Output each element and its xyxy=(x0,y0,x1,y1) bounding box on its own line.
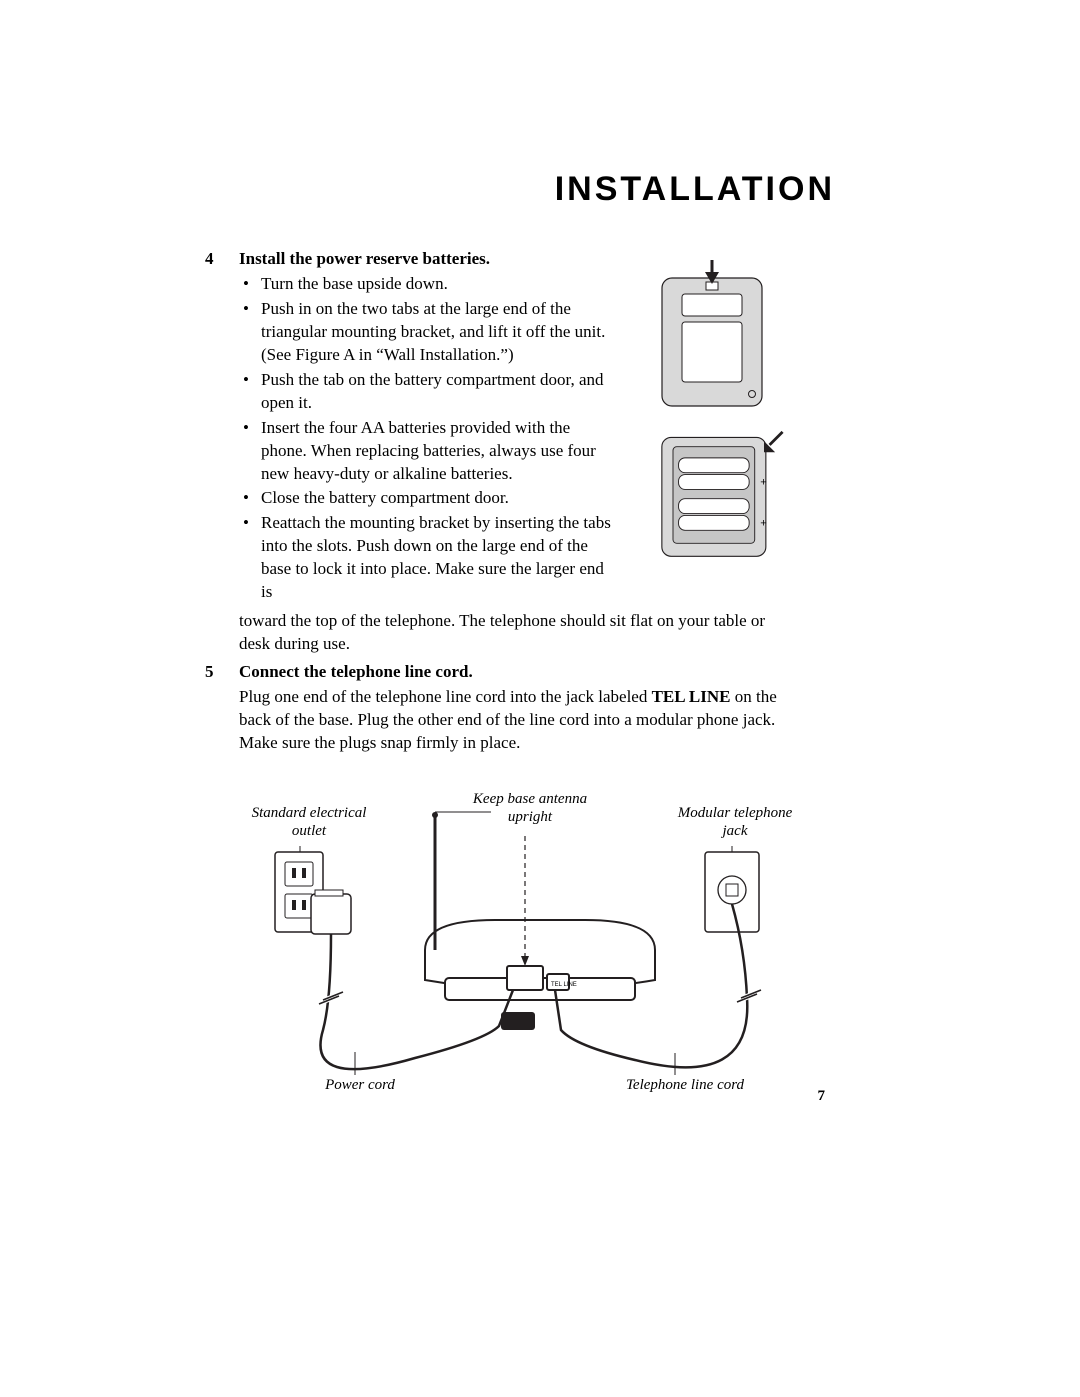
list-item: Turn the base upside down. xyxy=(239,273,619,296)
step-5-body-bold: TEL LINE xyxy=(652,687,731,706)
svg-text:+: + xyxy=(760,518,767,530)
step-5-body-pre: Plug one end of the telephone line cord … xyxy=(239,687,652,706)
svg-text:TEL LINE: TEL LINE xyxy=(551,982,577,988)
step-4-bullets: Turn the base upside down. Push in on th… xyxy=(239,273,619,604)
step-5-heading: Connect the telephone line cord. xyxy=(239,662,473,682)
list-item: Push the tab on the battery compartment … xyxy=(239,369,619,415)
list-item: Insert the four AA batteries provided wi… xyxy=(239,417,619,486)
figure-batteries: + + xyxy=(660,430,790,560)
figure-connection-diagram: TEL LINE Standard electrical outlet Keep… xyxy=(245,790,815,1130)
step-5: 5 Connect the telephone line cord. xyxy=(205,662,845,682)
page-title: INSTALLATION xyxy=(205,170,835,209)
label-powercord: Power cord xyxy=(305,1076,415,1094)
list-item: Reattach the mounting bracket by inserti… xyxy=(239,512,619,604)
step-4-trail: toward the top of the telephone. The tel… xyxy=(239,610,799,656)
label-antenna: Keep base antenna upright xyxy=(465,790,595,826)
step-4-heading: Install the power reserve batteries. xyxy=(239,249,490,269)
page-number: 7 xyxy=(818,1088,826,1105)
step-5-body: Plug one end of the telephone line cord … xyxy=(239,686,799,755)
svg-text:+: + xyxy=(760,477,767,489)
label-outlet: Standard electrical outlet xyxy=(249,804,369,840)
label-modjack: Modular telephone jack xyxy=(675,804,795,840)
list-item: Push in on the two tabs at the large end… xyxy=(239,298,619,367)
step-5-number: 5 xyxy=(205,662,239,682)
list-item: Close the battery compartment door. xyxy=(239,487,619,510)
label-linecord: Telephone line cord xyxy=(605,1076,765,1094)
step-4-number: 4 xyxy=(205,249,239,269)
figure-battery-door xyxy=(660,260,780,410)
